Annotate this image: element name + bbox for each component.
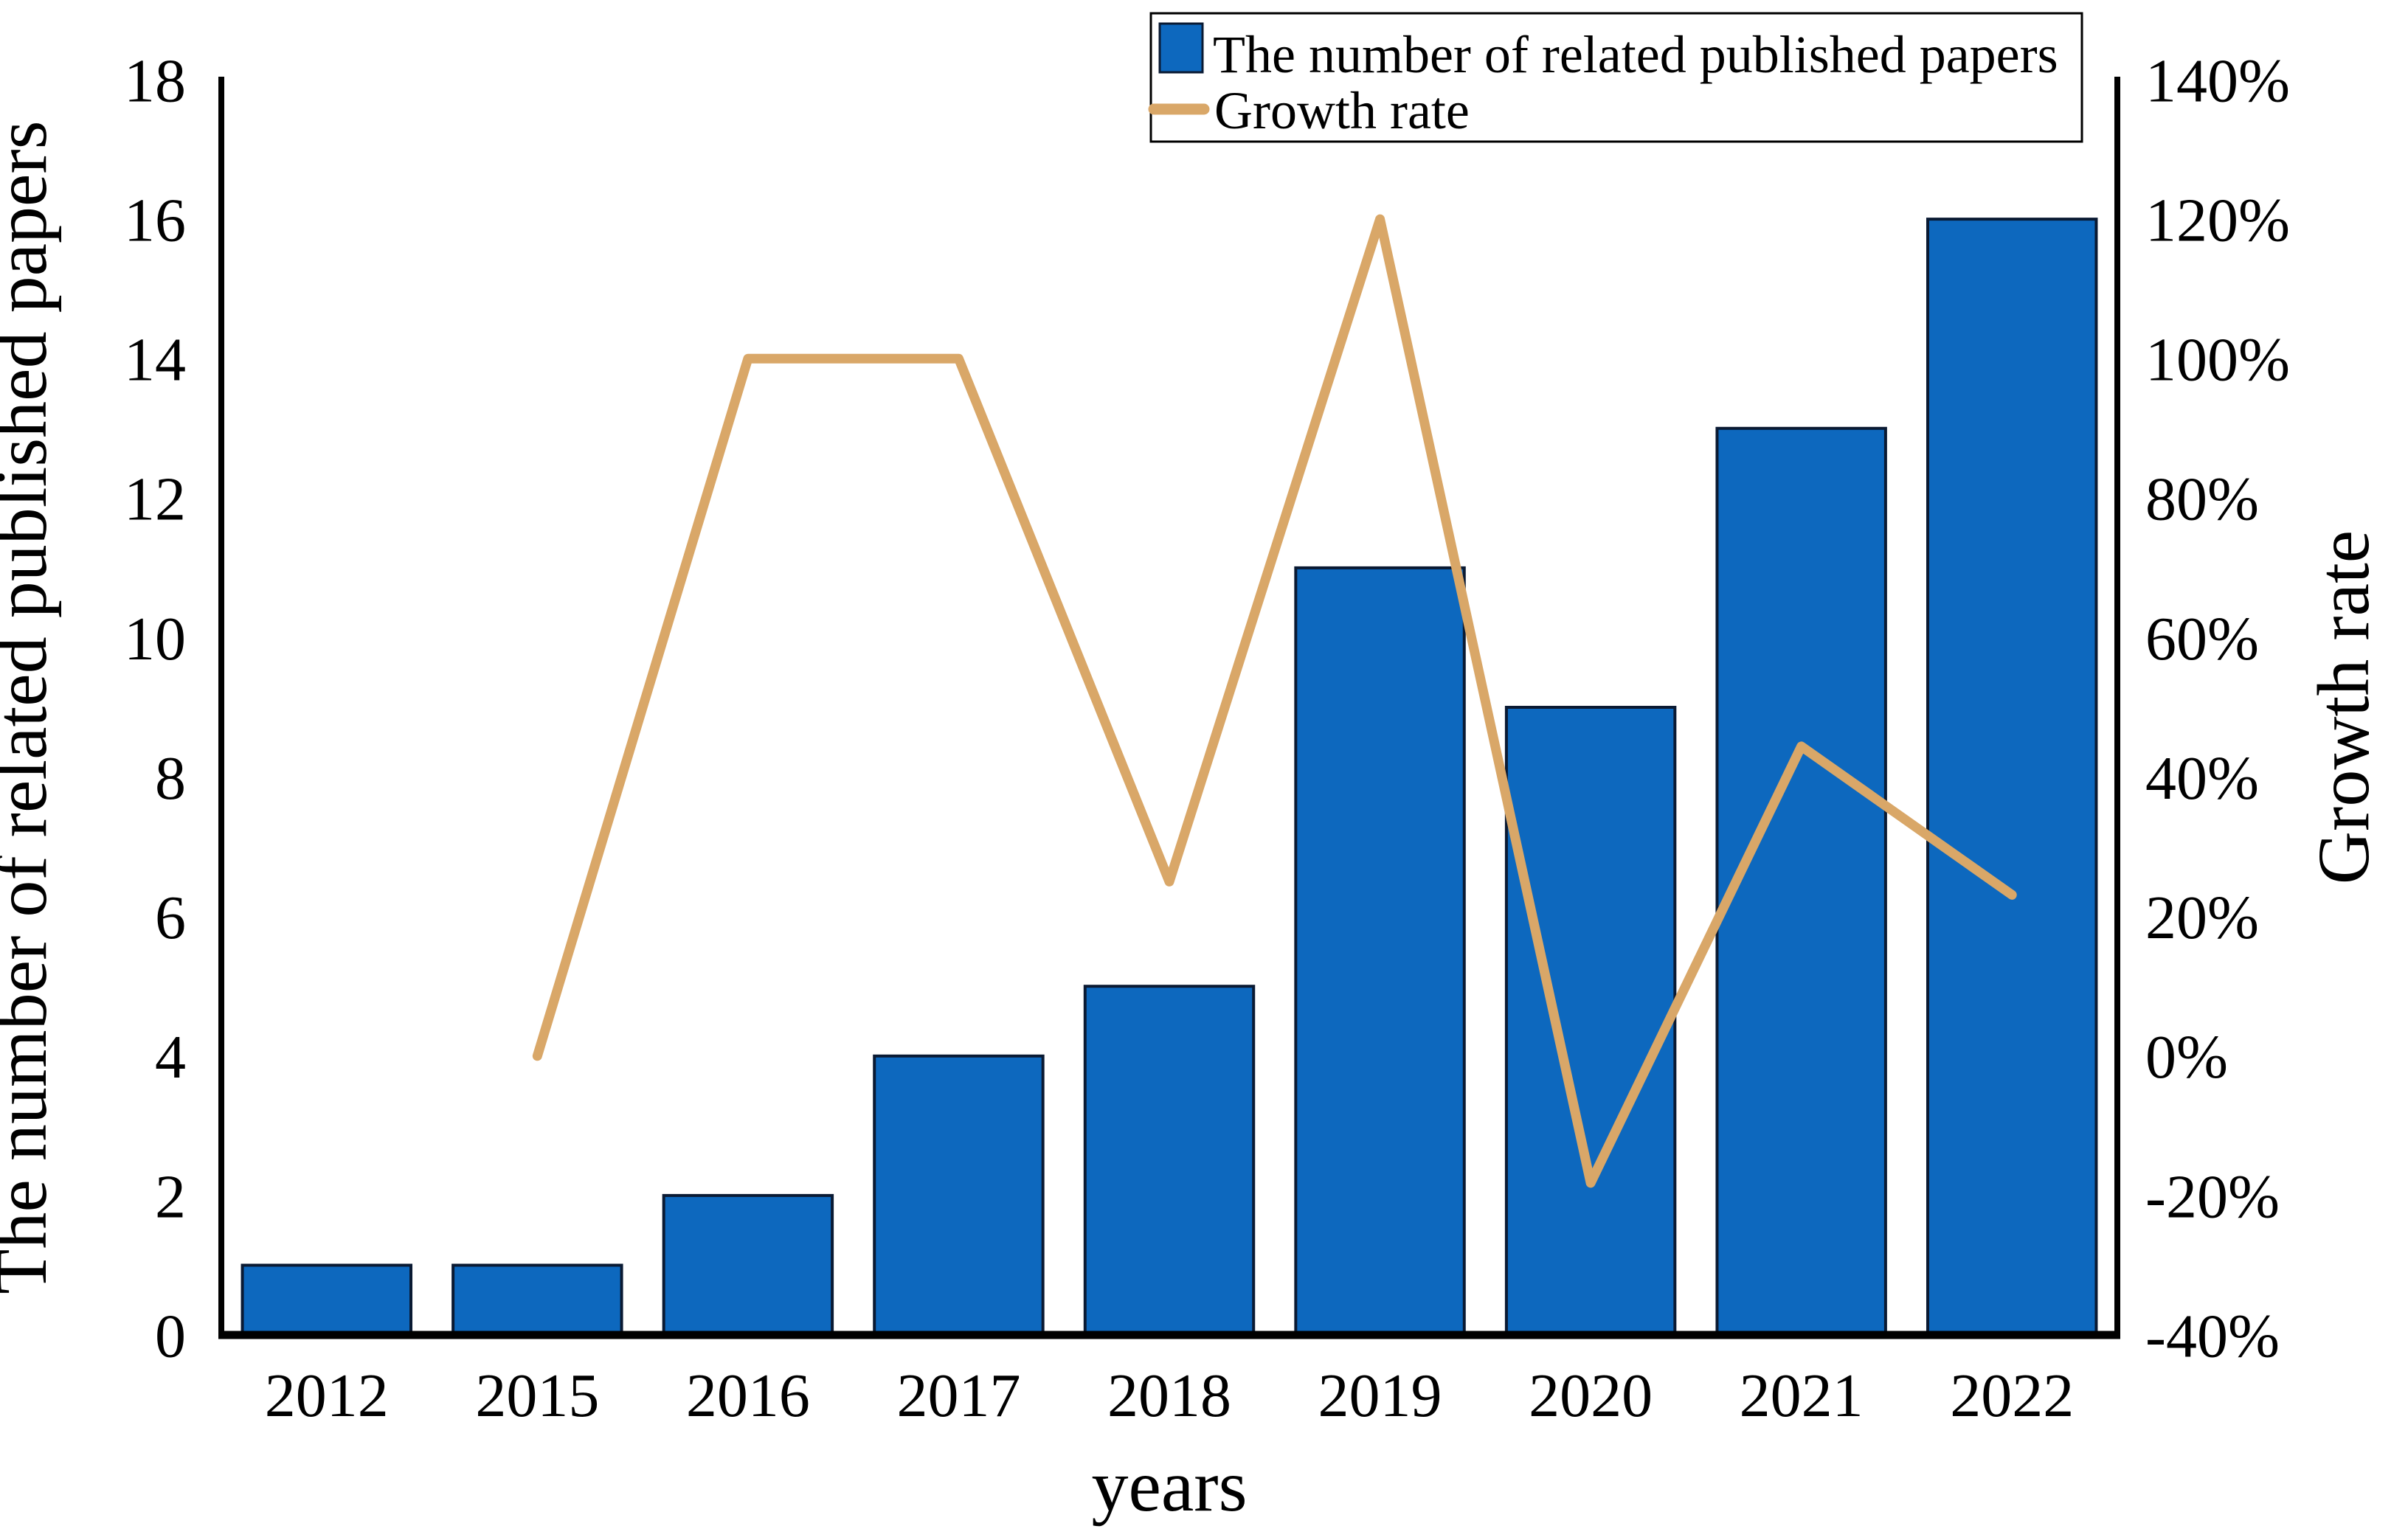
left-tick-label: 10 [124, 605, 186, 673]
legend-bar-swatch-icon [1158, 22, 1204, 74]
left-axis-tick-labels: 0 2 4 6 8 10 12 14 16 18 [124, 46, 186, 1370]
bar-2018 [1083, 985, 1256, 1336]
x-tick-label-2018: 2018 [1107, 1362, 1231, 1430]
bar-2017 [873, 1054, 1045, 1337]
x-axis-tick-labels: 2012 2015 2016 2017 2018 2019 2020 2021 2022 [265, 1362, 2074, 1430]
right-axis-title: Growth rate [2303, 530, 2384, 884]
bar-2019 [1294, 566, 1466, 1336]
x-tick-label-2017: 2017 [896, 1362, 1020, 1430]
x-tick-label-2016: 2016 [686, 1362, 810, 1430]
left-tick-label: 0 [155, 1302, 186, 1370]
bar-2020 [1504, 706, 1677, 1336]
left-tick-label: 12 [124, 465, 186, 534]
x-axis-title: years [1092, 1445, 1248, 1527]
axes-layer [218, 77, 2120, 1339]
right-tick-label: 0% [2145, 1023, 2228, 1092]
x-tick-label-2020: 2020 [1529, 1362, 1653, 1430]
right-tick-label: 40% [2145, 744, 2259, 813]
bar-2012 [241, 1263, 412, 1337]
x-tick-label-2022: 2022 [1950, 1362, 2074, 1430]
right-tick-label: 80% [2145, 465, 2259, 534]
left-tick-label: 18 [124, 46, 186, 115]
right-tick-label: 140% [2145, 46, 2290, 115]
x-tick-label-2019: 2019 [1318, 1362, 1442, 1430]
right-tick-label: 60% [2145, 605, 2259, 673]
left-tick-label: 16 [124, 187, 186, 255]
right-tick-label: 100% [2145, 326, 2290, 395]
left-tick-label: 4 [155, 1023, 186, 1092]
left-tick-label: 6 [155, 884, 186, 952]
x-tick-label-2021: 2021 [1740, 1362, 1864, 1430]
left-tick-label: 14 [124, 326, 186, 395]
bar-2021 [1715, 426, 1887, 1336]
x-tick-label-2015: 2015 [475, 1362, 599, 1430]
right-tick-label: 120% [2145, 187, 2290, 255]
legend: The number of related published papers G… [1148, 12, 2083, 143]
bar-2016 [662, 1193, 834, 1337]
bar-2015 [452, 1263, 623, 1337]
bar-2022 [1926, 218, 2098, 1337]
legend-label-papers: The number of related published papers [1213, 25, 2058, 84]
right-tick-label: 20% [2145, 884, 2259, 952]
right-axis-tick-labels: -40% -20% 0% 20% 40% 60% 80% 100% 120% 140% [2145, 46, 2290, 1370]
x-tick-label-2012: 2012 [265, 1362, 389, 1430]
left-tick-label: 2 [155, 1162, 186, 1231]
legend-label-growth: Growth rate [1214, 81, 1470, 140]
right-tick-label: -20% [2145, 1162, 2280, 1231]
right-tick-label: -40% [2145, 1302, 2280, 1370]
left-tick-label: 8 [155, 744, 186, 813]
bars-layer [241, 218, 2098, 1337]
legend-box [1149, 12, 2083, 143]
left-axis-title: The number of related published papers [0, 120, 62, 1294]
growth-rate-line [532, 214, 2017, 1188]
